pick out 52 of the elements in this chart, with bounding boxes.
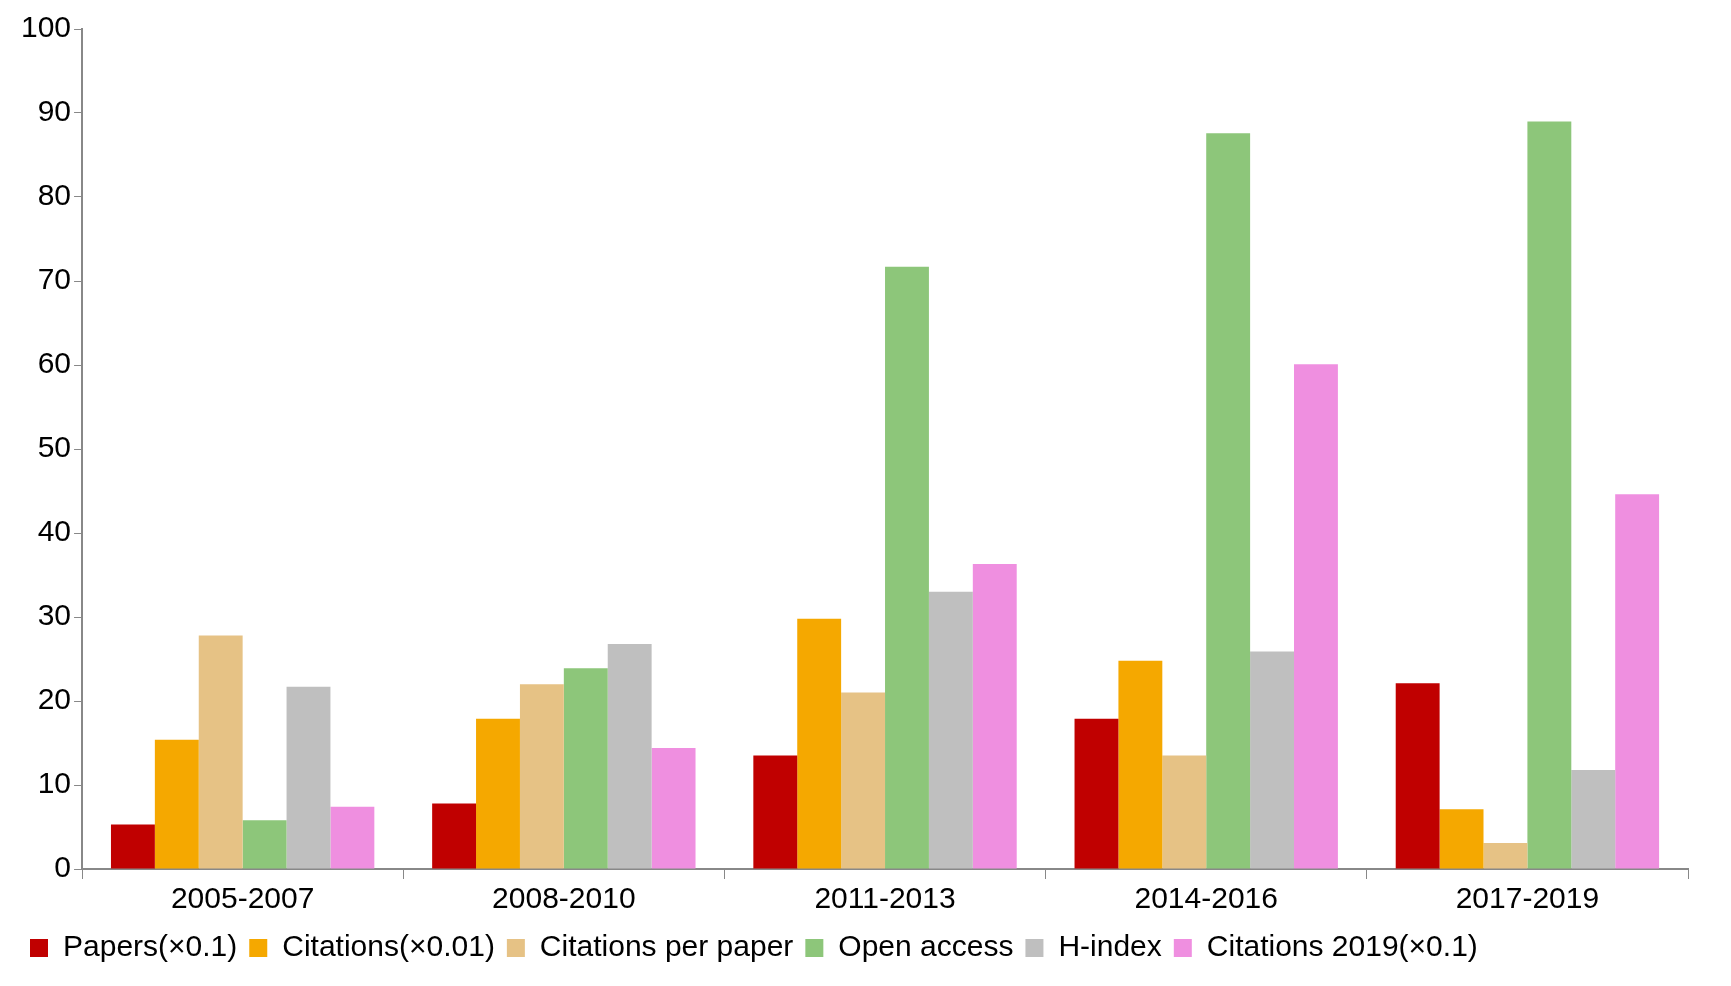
y-tick-label: 30 xyxy=(37,598,72,632)
bar xyxy=(753,755,798,869)
x-tick-label: 2008-2010 xyxy=(492,881,636,915)
y-tick-label: 80 xyxy=(37,178,72,212)
bar xyxy=(1294,364,1338,869)
bar xyxy=(1162,755,1207,869)
bar xyxy=(330,806,375,869)
bar xyxy=(1571,769,1616,869)
legend-label: Citations 2019(×0.1) xyxy=(1206,929,1478,963)
y-tick-label: 100 xyxy=(20,10,72,44)
y-tick-label: 90 xyxy=(37,94,72,128)
y-tick-label: 10 xyxy=(37,766,72,800)
bar xyxy=(797,618,842,869)
y-tick-label: 50 xyxy=(37,430,72,464)
legend-label: Papers(×0.1) xyxy=(63,929,238,963)
bar xyxy=(110,824,155,869)
x-tick-label: 2014-2016 xyxy=(1134,881,1278,915)
bar xyxy=(1395,683,1440,869)
y-tick-label: 0 xyxy=(54,850,72,884)
bar xyxy=(1483,842,1528,869)
bar xyxy=(1250,651,1295,869)
bar xyxy=(885,266,929,869)
y-tick-label: 60 xyxy=(37,346,72,380)
bar xyxy=(841,692,886,869)
bar xyxy=(1074,718,1119,869)
bar xyxy=(651,748,696,869)
bar xyxy=(432,803,477,869)
y-tick-label: 20 xyxy=(37,682,72,716)
y-tick-label: 70 xyxy=(37,262,72,296)
legend-label: H-index xyxy=(1058,929,1162,963)
bar xyxy=(972,564,1017,869)
bar xyxy=(154,739,199,869)
bar xyxy=(476,718,520,869)
x-tick-label: 2017-2019 xyxy=(1455,881,1600,915)
bar xyxy=(563,668,608,869)
bar xyxy=(928,591,973,869)
bar xyxy=(198,635,243,869)
legend-label: Citations per paper xyxy=(539,929,794,963)
bar xyxy=(1615,494,1660,869)
bar xyxy=(1439,809,1484,869)
bar xyxy=(519,684,564,869)
x-tick-label: 2005-2007 xyxy=(170,881,315,915)
legend-label: Citations(×0.01) xyxy=(282,929,495,963)
bar xyxy=(607,643,652,869)
legend-label: Open access xyxy=(838,929,1014,963)
bar xyxy=(1206,133,1251,869)
bar xyxy=(1527,121,1572,869)
bar xyxy=(1118,660,1163,869)
bar xyxy=(242,820,287,869)
x-tick-label: 2011-2013 xyxy=(814,881,956,915)
bar xyxy=(286,686,331,869)
y-tick-label: 40 xyxy=(37,514,72,548)
